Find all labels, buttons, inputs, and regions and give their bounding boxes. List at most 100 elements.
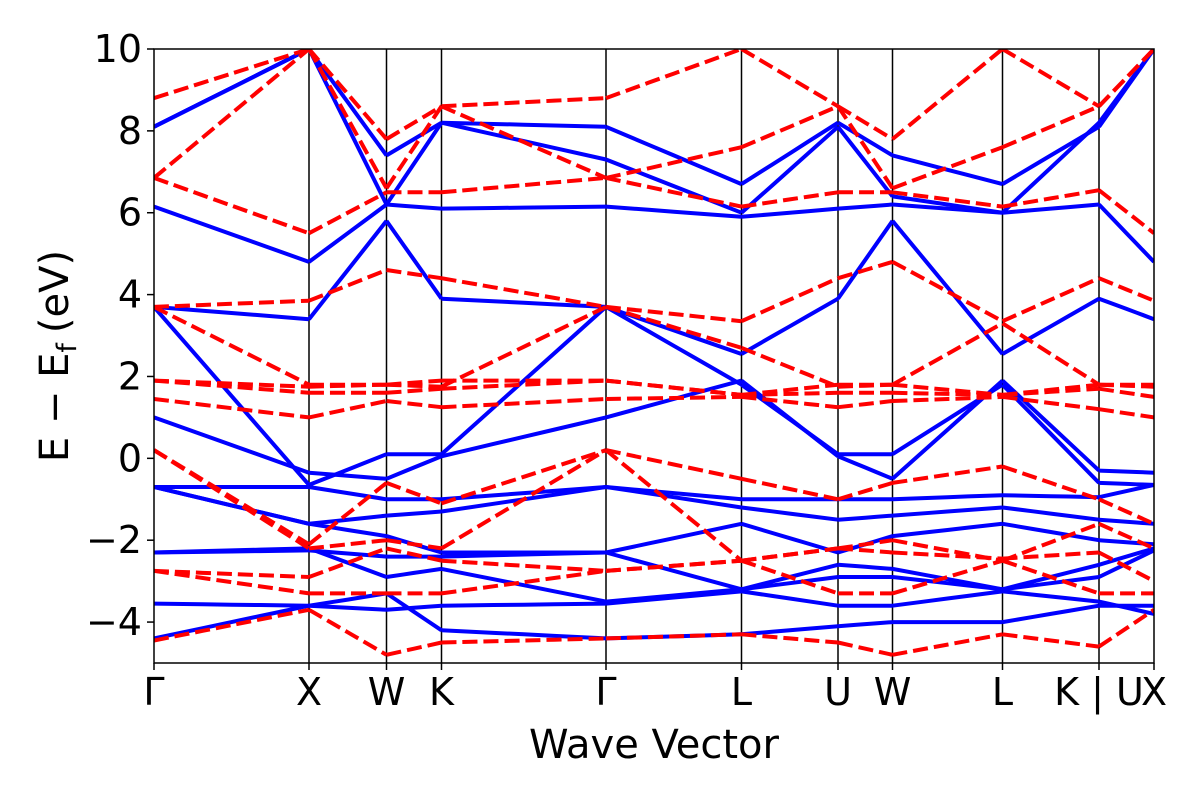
band-line	[384, 219, 444, 300]
band-line	[892, 394, 1003, 403]
band-line	[154, 305, 311, 487]
band-line	[154, 298, 310, 309]
y-tick-label: −4	[86, 600, 142, 644]
band-line	[1098, 468, 1154, 475]
band-line	[308, 608, 388, 657]
x-tick-label: X	[1141, 670, 1167, 714]
band-line	[385, 120, 443, 158]
band-line	[1002, 505, 1100, 522]
band-line	[891, 558, 1004, 596]
band-line	[307, 49, 389, 206]
band-line	[440, 104, 607, 180]
y-axis-title-sub: f	[52, 342, 83, 353]
band-line	[386, 509, 442, 518]
band-line	[1098, 521, 1154, 551]
band-line	[1097, 49, 1154, 108]
band-line	[892, 550, 1003, 561]
band-line	[1097, 203, 1154, 264]
band-line	[1098, 546, 1154, 567]
band-line	[154, 485, 310, 526]
band-line	[441, 628, 607, 641]
band-line	[307, 202, 388, 264]
dashed-band-series	[154, 49, 1154, 657]
band-line	[307, 219, 389, 321]
band-line	[386, 386, 442, 395]
band-line	[740, 276, 839, 324]
band-line	[741, 190, 839, 209]
band-line	[385, 454, 443, 481]
x-tick-label: L	[992, 670, 1013, 714]
band-line	[1001, 49, 1101, 109]
band-line	[386, 538, 442, 551]
band-line	[154, 304, 310, 322]
plot-frame	[153, 48, 1155, 664]
band-line	[837, 562, 893, 571]
band-line	[892, 505, 1003, 518]
band-line	[154, 548, 310, 555]
band-line	[741, 546, 839, 563]
band-line	[741, 476, 839, 502]
y-tick-label: 2	[118, 354, 142, 398]
band-line	[386, 603, 442, 612]
band-line	[837, 640, 893, 657]
band-line	[154, 204, 310, 264]
svg-text:E − Ef(eV): E − Ef (eV)	[32, 250, 83, 462]
band-line	[441, 296, 607, 309]
band-line	[1002, 202, 1100, 215]
band-line	[308, 538, 387, 551]
band-line	[1098, 386, 1154, 399]
band-line	[892, 632, 1003, 657]
band-line	[741, 394, 839, 410]
band-line	[154, 378, 310, 395]
band-line	[441, 204, 607, 211]
band-line	[1098, 407, 1154, 420]
x-tick-label: L	[731, 670, 752, 714]
band-line	[891, 145, 1004, 191]
band-line	[605, 49, 743, 100]
band-line	[386, 546, 442, 563]
x-tick-label: X	[296, 670, 322, 714]
band-line	[308, 603, 387, 612]
band-line	[837, 538, 893, 551]
band-line	[605, 305, 743, 387]
band-line	[740, 121, 840, 186]
y-axis-ticks: −4 −2 0 2 4 6 8 10	[86, 27, 154, 644]
band-line	[837, 480, 894, 502]
band-line	[441, 566, 607, 604]
band-line	[741, 505, 839, 522]
band-line	[892, 521, 1003, 539]
band-line	[1098, 276, 1154, 303]
band-line	[1002, 521, 1100, 543]
band-line	[1001, 379, 1101, 473]
y-tick-label: 4	[118, 273, 142, 317]
band-line	[307, 481, 388, 546]
band-line	[890, 219, 1005, 356]
band-line	[605, 305, 743, 356]
band-line	[1098, 296, 1154, 322]
band-line	[605, 485, 742, 502]
band-line	[1001, 104, 1100, 150]
band-line	[385, 104, 443, 141]
band-line	[605, 558, 742, 573]
band-line	[386, 399, 442, 410]
band-line	[891, 321, 1004, 387]
plot-area	[154, 49, 1154, 663]
y-tick-label: 0	[118, 436, 142, 480]
band-line	[740, 296, 839, 356]
k-point-lines	[308, 49, 1100, 663]
band-line	[892, 566, 1003, 592]
band-line	[1001, 296, 1100, 356]
y-axis-title: E − Ef (eV)	[32, 250, 83, 462]
band-line	[740, 49, 840, 109]
x-axis-title: Wave Vector	[529, 722, 780, 768]
band-line	[154, 568, 310, 596]
band-line	[440, 305, 608, 456]
band-line	[892, 194, 1003, 215]
band-line	[1002, 188, 1100, 209]
band-line	[836, 105, 895, 190]
band-line	[605, 587, 742, 604]
band-line	[1097, 608, 1154, 649]
band-line	[154, 607, 310, 643]
band-line	[605, 550, 743, 592]
